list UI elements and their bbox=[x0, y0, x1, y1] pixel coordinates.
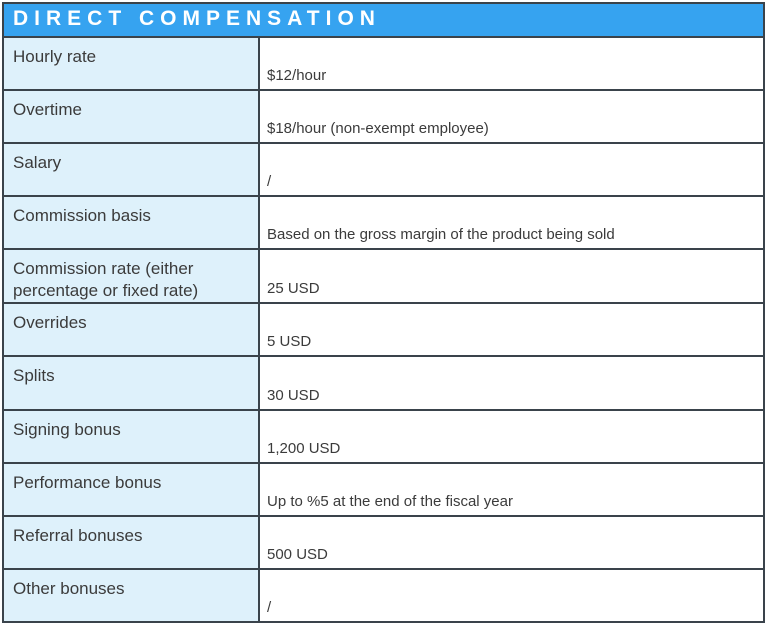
row-value: 500 USD bbox=[258, 514, 765, 570]
row-label: Overrides bbox=[2, 302, 260, 358]
row-label: Signing bonus bbox=[2, 408, 260, 464]
table-row: Salary / bbox=[2, 142, 765, 198]
table-row: Hourly rate $12/hour bbox=[2, 35, 765, 92]
row-label: Commission basis bbox=[2, 195, 260, 251]
row-value: / bbox=[258, 567, 765, 624]
row-value: $18/hour (non-exempt employee) bbox=[258, 89, 765, 145]
row-label: Salary bbox=[2, 142, 260, 198]
table-row: Commission basis Based on the gross margi… bbox=[2, 195, 765, 251]
table-title: DIRECT COMPENSATION bbox=[2, 2, 765, 38]
row-value: 30 USD bbox=[258, 355, 765, 411]
row-value: Up to %5 at the end of the fiscal year bbox=[258, 461, 765, 517]
row-label: Referral bonuses bbox=[2, 514, 260, 570]
table-row: Referral bonuses 500 USD bbox=[2, 514, 765, 570]
table-row: Signing bonus 1,200 USD bbox=[2, 408, 765, 464]
row-label: Splits bbox=[2, 355, 260, 411]
table-row: Commission rate (either percentage or fi… bbox=[2, 248, 765, 305]
row-value: $12/hour bbox=[258, 35, 765, 92]
row-label: Hourly rate bbox=[2, 35, 260, 92]
table-row: Performance bonus Up to %5 at the end of … bbox=[2, 461, 765, 517]
row-value: / bbox=[258, 142, 765, 198]
table-row: Other bonuses / bbox=[2, 567, 765, 624]
row-value: 25 USD bbox=[258, 248, 765, 305]
row-label: Commission rate (either percentage or fi… bbox=[2, 248, 260, 305]
row-label: Overtime bbox=[2, 89, 260, 145]
row-label: Other bonuses bbox=[2, 567, 260, 624]
row-label: Performance bonus bbox=[2, 461, 260, 517]
table-row: Overrides 5 USD bbox=[2, 302, 765, 358]
row-value: Based on the gross margin of the product… bbox=[258, 195, 765, 251]
row-value: 5 USD bbox=[258, 302, 765, 358]
table-header-row: DIRECT COMPENSATION bbox=[2, 2, 765, 38]
direct-compensation-table: DIRECT COMPENSATION Hourly rate $12/hour O… bbox=[2, 2, 765, 624]
table-row: Overtime $18/hour (non-exempt employee) bbox=[2, 89, 765, 145]
row-value: 1,200 USD bbox=[258, 408, 765, 464]
table-row: Splits 30 USD bbox=[2, 355, 765, 411]
